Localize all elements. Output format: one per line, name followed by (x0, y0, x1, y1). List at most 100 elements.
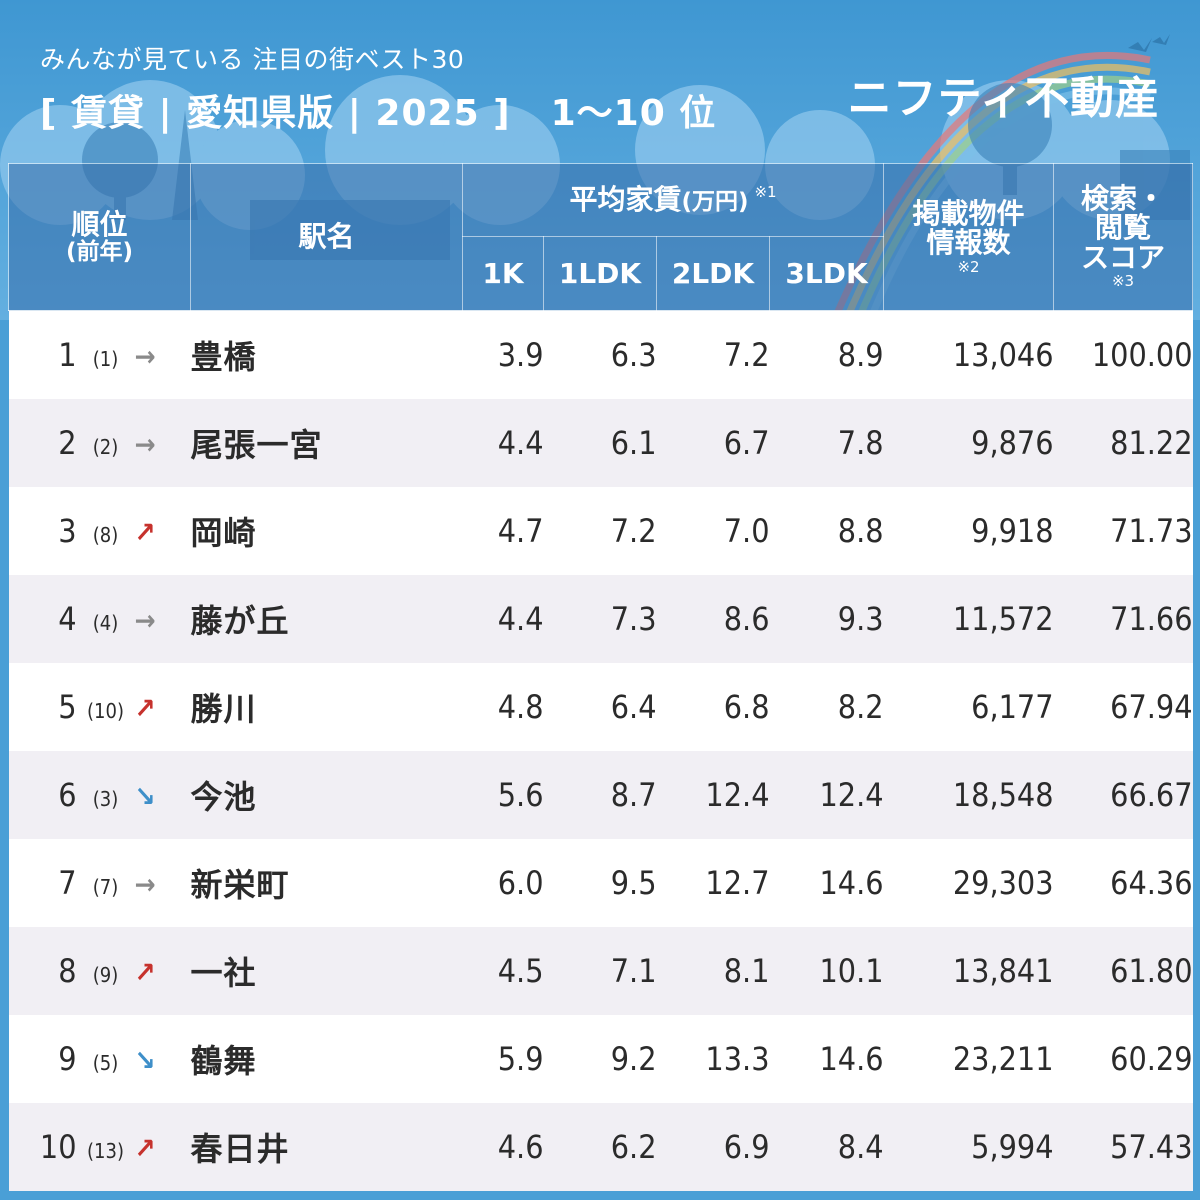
ranking-table: 順位 (前年) 駅名 平均家賃(万円) ※1 掲載物件 情報数 ※2 検索・ 閲覧… (8, 163, 1194, 1191)
trend-same-icon: → (134, 340, 156, 373)
rent-1ldk: 6.2 (543, 1103, 657, 1191)
rent-3ldk: 8.8 (769, 487, 884, 575)
previous-rank: (8) (92, 523, 119, 547)
table-row: 9 (5) ↘ 鶴舞 5.9 9.2 13.3 14.6 23,211 60.29 (8, 1015, 1193, 1103)
station-name: 鶴舞 (190, 1015, 463, 1103)
previous-rank: (10) (87, 699, 124, 723)
listings-count: 23,211 (883, 1015, 1054, 1103)
header-rent-1k: 1K (462, 236, 544, 311)
rent-3ldk: 8.4 (769, 1103, 884, 1191)
listings-count: 11,572 (883, 575, 1054, 663)
search-score: 66.67 (1053, 751, 1193, 839)
table-row: 4 (4) → 藤が丘 4.4 7.3 8.6 9.3 11,572 71.66 (8, 575, 1193, 663)
header-listings: 掲載物件 情報数 ※2 (883, 163, 1055, 311)
rent-1ldk: 7.2 (543, 487, 657, 575)
rent-3ldk: 10.1 (769, 927, 884, 1015)
rent-1ldk: 6.4 (543, 663, 657, 751)
search-score: 57.43 (1053, 1103, 1193, 1191)
rent-1ldk: 9.5 (543, 839, 657, 927)
rent-1ldk: 6.1 (543, 399, 657, 487)
listings-count: 9,918 (883, 487, 1054, 575)
search-score: 100.00 (1053, 310, 1193, 399)
rank-cell: 6 (3) ↘ (8, 751, 191, 839)
rank-cell: 7 (7) → (8, 839, 191, 927)
rent-2ldk: 6.7 (656, 399, 770, 487)
rent-1ldk: 9.2 (543, 1015, 657, 1103)
listings-count: 13,046 (883, 310, 1054, 399)
header-station: 駅名 (190, 163, 463, 311)
rent-2ldk: 7.2 (656, 310, 770, 399)
rent-3ldk: 7.8 (769, 399, 884, 487)
rent-3ldk: 14.6 (769, 839, 884, 927)
search-score: 67.94 (1053, 663, 1193, 751)
title-category: [ 賃貸 | 愛知県版 | 2025 ] (40, 93, 511, 134)
birds-icon (1128, 34, 1170, 52)
rent-3ldk: 9.3 (769, 575, 884, 663)
search-score: 71.73 (1053, 487, 1193, 575)
rank-number: 4 (58, 600, 77, 638)
title-range: 1〜10 位 (550, 93, 717, 134)
table-row: 2 (2) → 尾張一宮 4.4 6.1 6.7 7.8 9,876 81.22 (8, 399, 1193, 487)
trend-down-icon: ↘ (134, 1044, 156, 1077)
table-row: 6 (3) ↘ 今池 5.6 8.7 12.4 12.4 18,548 66.67 (8, 751, 1193, 839)
listings-count: 9,876 (883, 399, 1054, 487)
search-score: 60.29 (1053, 1015, 1193, 1103)
listings-count: 13,841 (883, 927, 1054, 1015)
table-row: 3 (8) ↗ 岡崎 4.7 7.2 7.0 8.8 9,918 71.73 (8, 487, 1193, 575)
rent-2ldk: 13.3 (656, 1015, 770, 1103)
table-row: 7 (7) → 新栄町 6.0 9.5 12.7 14.6 29,303 64.36 (8, 839, 1193, 927)
table-row: 5 (10) ↗ 勝川 4.8 6.4 6.8 8.2 6,177 67.94 (8, 663, 1193, 751)
rank-number: 6 (58, 776, 77, 814)
search-score: 64.36 (1053, 839, 1193, 927)
trend-same-icon: → (134, 604, 156, 637)
trend-down-icon: ↘ (134, 780, 156, 813)
rent-2ldk: 6.8 (656, 663, 770, 751)
station-name: 勝川 (190, 663, 463, 751)
previous-rank: (7) (92, 875, 119, 899)
trend-up-icon: ↗ (134, 1132, 156, 1165)
rent-1k: 4.5 (462, 927, 544, 1015)
rank-number: 2 (58, 424, 77, 462)
rank-number: 10 (39, 1128, 77, 1166)
rent-1k: 4.8 (462, 663, 544, 751)
page-title: [ 賃貸 | 愛知県版 | 2025 ] 1〜10 位 (40, 84, 716, 136)
rent-2ldk: 12.4 (656, 751, 770, 839)
station-name: 今池 (190, 751, 463, 839)
station-name: 藤が丘 (190, 575, 463, 663)
previous-rank: (5) (92, 1051, 119, 1075)
rent-1k: 3.9 (462, 310, 544, 399)
header-rent-1ldk: 1LDK (543, 236, 657, 311)
previous-rank: (1) (92, 347, 119, 371)
rank-cell: 5 (10) ↗ (8, 663, 191, 751)
page-subtitle: みんなが見ている 注目の街ベスト30 (40, 45, 465, 74)
station-name: 尾張一宮 (190, 399, 463, 487)
rent-1k: 6.0 (462, 839, 544, 927)
rent-1k: 4.7 (462, 487, 544, 575)
rent-3ldk: 12.4 (769, 751, 884, 839)
header-rent-3ldk: 3LDK (768, 236, 885, 311)
rank-cell: 2 (2) → (8, 399, 191, 487)
rank-cell: 9 (5) ↘ (8, 1015, 191, 1103)
rank-cell: 10 (13) ↗ (8, 1103, 191, 1191)
rent-2ldk: 8.1 (656, 927, 770, 1015)
station-name: 春日井 (190, 1103, 463, 1191)
trend-up-icon: ↗ (134, 956, 156, 989)
listings-count: 29,303 (883, 839, 1054, 927)
station-name: 豊橋 (190, 310, 463, 399)
rent-2ldk: 7.0 (656, 487, 770, 575)
rank-cell: 1 (1) → (8, 310, 191, 399)
search-score: 61.80 (1053, 927, 1193, 1015)
header-rent-2ldk: 2LDK (656, 236, 770, 311)
station-name: 新栄町 (190, 839, 463, 927)
rank-number: 1 (58, 336, 77, 374)
table-row: 1 (1) → 豊橋 3.9 6.3 7.2 8.9 13,046 100.00 (8, 310, 1193, 399)
previous-rank: (13) (87, 1139, 124, 1163)
ranking-rows: 1 (1) → 豊橋 3.9 6.3 7.2 8.9 13,046 100.00 2 (2) → 尾張一宮… (8, 310, 1193, 1191)
rank-number: 7 (58, 864, 77, 902)
rent-1k: 5.9 (462, 1015, 544, 1103)
rent-2ldk: 8.6 (656, 575, 770, 663)
table-row: 10 (13) ↗ 春日井 4.6 6.2 6.9 8.4 5,994 57.43 (8, 1103, 1193, 1191)
table-row: 8 (9) ↗ 一社 4.5 7.1 8.1 10.1 13,841 61.80 (8, 927, 1193, 1015)
search-score: 71.66 (1053, 575, 1193, 663)
